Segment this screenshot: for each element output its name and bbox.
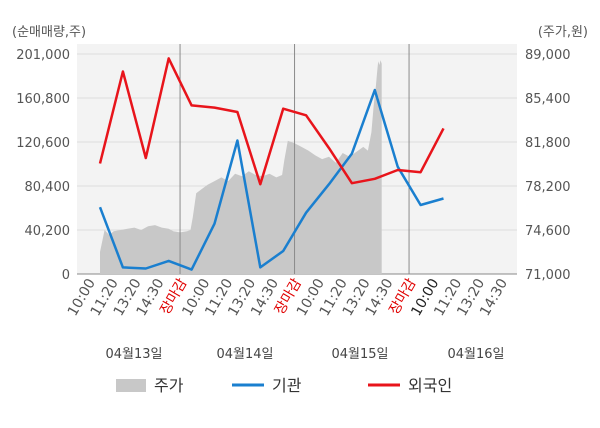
y-right-tick-label: 85,400	[525, 92, 571, 107]
y-right-unit: (주가,원)	[538, 25, 588, 40]
y-left-tick-labels: 201,000 160,800 120,600 80,400 40,200 0	[16, 48, 70, 283]
line-series	[98, 57, 445, 271]
date-label: 04월13일	[105, 347, 162, 362]
y-right-tick-label: 81,800	[525, 136, 571, 151]
legend-label-foreign: 외국인	[408, 376, 452, 395]
y-right-tick-label: 74,600	[525, 224, 571, 239]
y-left-tick-label: 120,600	[16, 136, 70, 151]
y-right-tick-label: 78,200	[525, 180, 571, 195]
legend-label-price: 주가	[154, 376, 184, 395]
y-left-tick-label: 160,800	[16, 92, 70, 107]
y-right-tick-labels: 89,000 85,400 81,800 78,200 74,600 71,000	[525, 48, 571, 283]
price-area	[100, 60, 382, 274]
date-label: 04월14일	[216, 347, 273, 362]
y-left-tick-label: 40,200	[25, 224, 71, 239]
date-label: 04월15일	[331, 347, 388, 362]
date-labels: 04월13일 04월14일 04월15일 04월16일	[105, 347, 504, 362]
x-tick-labels: 10:0011:2013:2014:30장마감10:0011:2013:2014…	[65, 276, 511, 319]
legend-label-institution: 기관	[272, 376, 302, 395]
legend-swatch-price	[116, 379, 146, 392]
y-right-tick-label: 71,000	[525, 268, 571, 283]
y-left-tick-label: 80,400	[25, 180, 71, 195]
legend: 주가 기관 외국인	[116, 376, 452, 395]
y-right-tick-label: 89,000	[525, 48, 571, 63]
y-left-unit: (순매매량,주)	[12, 25, 86, 40]
price-area-series	[100, 60, 382, 274]
y-left-tick-label: 0	[62, 268, 70, 283]
date-label: 04월16일	[447, 347, 504, 362]
foreign-line	[98, 57, 445, 186]
institution-line	[98, 88, 444, 271]
y-left-tick-label: 201,000	[16, 48, 70, 63]
